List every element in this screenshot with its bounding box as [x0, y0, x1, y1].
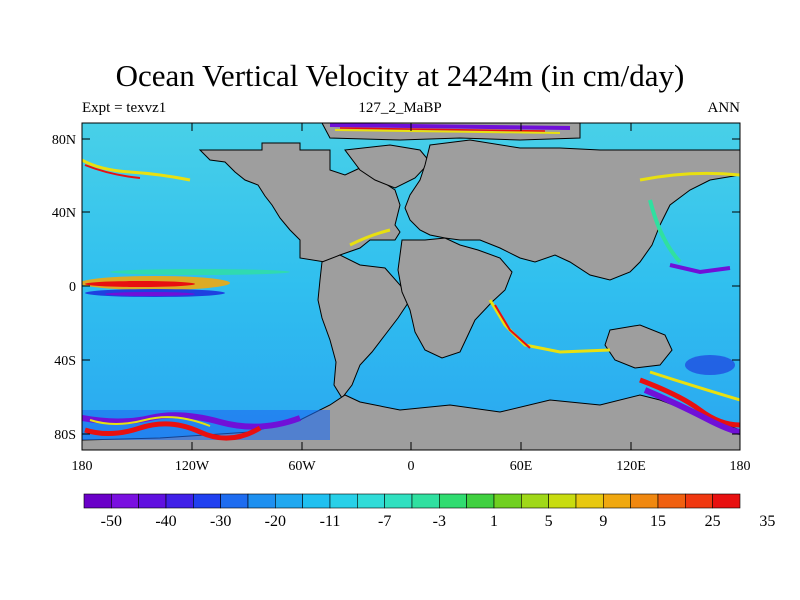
colorbar-box: [165, 493, 194, 509]
colorbar-label: 25: [705, 513, 721, 530]
boundary-features: [82, 123, 740, 375]
colorbar-label: -7: [378, 513, 391, 530]
colorbar-label: 15: [650, 513, 666, 530]
colorbar-box: [193, 493, 221, 509]
colorbar-box: [521, 493, 549, 509]
colorbar-box: [685, 493, 713, 509]
colorbar-box: [138, 493, 167, 509]
colorbar-label: 1: [490, 513, 498, 530]
southern-ocean-band: [82, 370, 740, 441]
colorbar-box: [275, 493, 303, 509]
colorbar-label: -3: [433, 513, 446, 530]
land-south-america: [317, 254, 411, 399]
lon-tick-label-60e: 60E: [510, 459, 533, 474]
lon-tick-label-0: 0: [408, 459, 415, 474]
colorbar-label: -40: [155, 513, 176, 530]
colorbar-box: [247, 493, 276, 509]
lon-tick-label-180e: 180: [730, 459, 751, 474]
colorbar-label: -20: [265, 513, 286, 530]
colorbar-box: [466, 493, 495, 509]
colorbar-label: -30: [210, 513, 231, 530]
equatorial-features: [82, 269, 290, 297]
colorbar-box: [493, 493, 522, 509]
lon-tick-label-180w: 180: [72, 459, 93, 474]
colorbar-box: [630, 493, 659, 509]
period-label: 127_2_MaBP: [358, 100, 442, 116]
lat-tick-label-0: 0: [69, 280, 76, 295]
colorbar-box: [548, 493, 577, 509]
lon-tick-label-60w: 60W: [288, 459, 316, 474]
colorbar-box: [83, 493, 112, 509]
land-africa: [397, 237, 513, 359]
colorbar-box: [439, 493, 467, 509]
colorbar-box: [712, 493, 741, 509]
lon-tick-label-120e: 120E: [616, 459, 646, 474]
colorbar-box: [329, 493, 358, 509]
colorbar-box: [575, 493, 604, 509]
lat-tick-labels: 80N 40N 0 40S 80S: [52, 133, 76, 443]
colorbar-box: [111, 493, 139, 509]
lat-tick-label-40s: 40S: [54, 354, 76, 369]
season-label: ANN: [707, 100, 741, 116]
land-eurasia: [404, 139, 740, 281]
colorbar-label: -50: [101, 513, 122, 530]
colorbar-box: [657, 493, 686, 509]
lat-tick-label-40n: 40N: [52, 206, 76, 221]
colorbar-label: 5: [545, 513, 553, 530]
colorbar-label: 9: [599, 513, 607, 530]
colorbar-label: 35: [759, 513, 775, 530]
land-north-america: [198, 142, 401, 263]
longitude-axis: [81, 123, 741, 450]
experiment-label: Expt = texvz1: [82, 100, 167, 116]
land-greenland: [344, 144, 431, 189]
latitude-axis: [82, 138, 740, 435]
colorbar-box: [603, 493, 631, 509]
lon-tick-labels: 180 120W 60W 0 60E 120E 180: [72, 459, 751, 474]
lat-tick-label-80n: 80N: [52, 133, 76, 148]
lon-tick-label-120w: 120W: [175, 459, 210, 474]
colorbar: [83, 493, 741, 509]
colorbar-box: [220, 493, 249, 509]
colorbar-box: [357, 493, 385, 509]
colorbar-box: [302, 493, 331, 509]
colorbar-labels: -50-40-30-20-11-7-315915253545: [101, 513, 776, 530]
map-field: [82, 123, 740, 450]
colorbar-box: [384, 493, 413, 509]
lat-tick-label-80s: 80S: [54, 428, 76, 443]
plot-title: Ocean Vertical Velocity at 2424m (in cm/…: [115, 58, 685, 93]
colorbar-label: -11: [320, 513, 341, 530]
colorbar-box: [411, 493, 440, 509]
